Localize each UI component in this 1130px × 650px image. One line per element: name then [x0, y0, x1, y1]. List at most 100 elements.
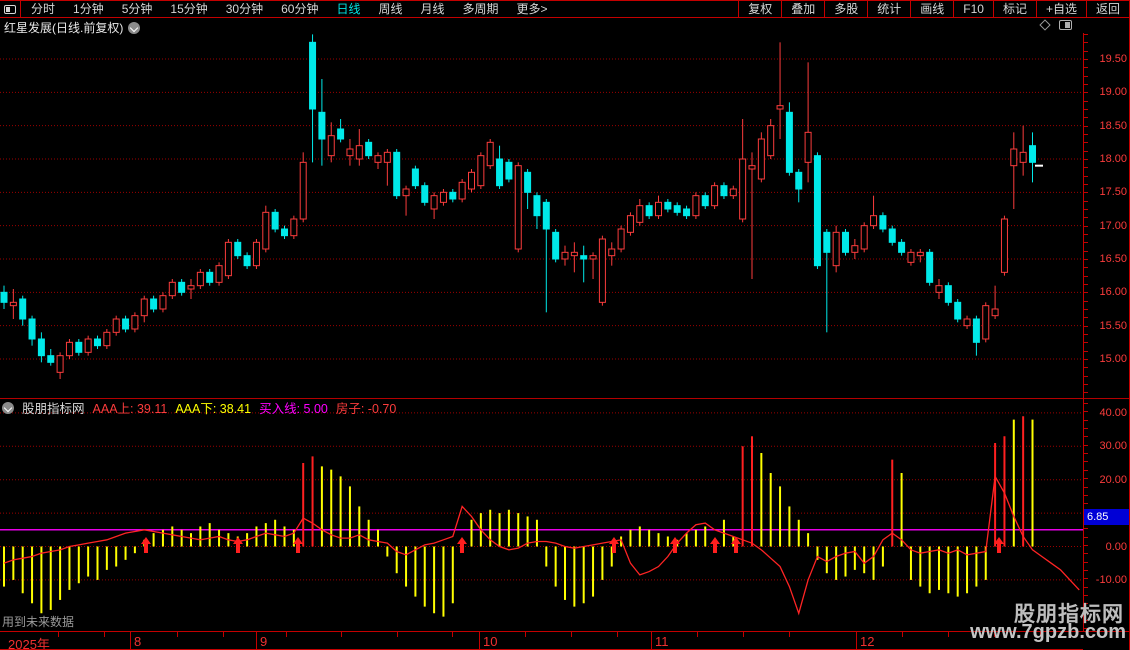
axis-tick: [1084, 50, 1088, 52]
axis-tick: [1084, 117, 1088, 119]
price-axis-label: 16.00: [1099, 286, 1127, 299]
indicator-axis-label: 0.00: [1105, 540, 1127, 553]
period-item-6[interactable]: 日线: [336, 2, 361, 16]
price-axis-label: 16.50: [1099, 253, 1127, 265]
period-item-4[interactable]: 30分钟: [225, 2, 264, 16]
tool-item-3[interactable]: 统计: [867, 1, 910, 17]
top-menu-bar: 分时 1分钟 5分钟 15分钟 30分钟 60分钟 日线 周线 月线 多周期 更多> 复权 叠加 多股统…: [0, 1, 1130, 18]
axis-tick: [1084, 392, 1088, 394]
period-item-8[interactable]: 月线: [420, 2, 445, 16]
price-axis-label: 19.00: [1099, 86, 1127, 99]
period-item-0[interactable]: 分时: [31, 2, 56, 16]
period-item-9[interactable]: 多周期: [462, 2, 499, 16]
axis-tick: [1084, 544, 1088, 546]
date-tick: [743, 632, 744, 637]
axis-tick: [1084, 611, 1088, 613]
indicator-axis-label: 40.00: [1099, 406, 1127, 419]
diamond-icon[interactable]: [1039, 19, 1051, 31]
axis-tick: [1084, 486, 1088, 488]
axis-tick: [1084, 444, 1088, 446]
axis-tick: [1084, 34, 1088, 35]
axis-tick: [1084, 367, 1088, 369]
indicator-param: AAA上: 39.11: [92, 402, 168, 416]
price-axis-label: 15.50: [1099, 319, 1127, 332]
tool-item-1[interactable]: 叠加: [781, 1, 824, 17]
date-tick: [1040, 632, 1041, 637]
axis-tick: [1084, 494, 1088, 496]
tool-item-8[interactable]: 返回: [1085, 1, 1129, 17]
axis-tick: [1084, 83, 1088, 85]
axis-tick: [1084, 142, 1088, 144]
tool-item-4[interactable]: 画线: [910, 1, 953, 17]
date-tick: [697, 632, 698, 637]
period-item-1[interactable]: 1分钟: [73, 2, 104, 16]
date-tick: [617, 632, 618, 637]
axis-tick: [1084, 183, 1088, 185]
chevron-circle-icon[interactable]: [2, 401, 14, 414]
date-tick: [994, 632, 995, 637]
period-item-2[interactable]: 5分钟: [121, 2, 153, 16]
axis-tick: [1084, 133, 1088, 135]
axis-tick: [1084, 350, 1088, 352]
axis-tick: [1084, 92, 1088, 94]
indicator-param: AAA下: 38.41: [175, 402, 252, 416]
price-axis-label: 17.50: [1099, 186, 1127, 199]
tool-item-5[interactable]: F10: [953, 1, 993, 17]
title-bar: 红星发展(日线.前复权): [0, 18, 1130, 35]
tool-item-2[interactable]: 多股: [824, 1, 867, 17]
indicator-name: 股朋指标网: [22, 402, 85, 416]
indicator-canvas[interactable]: [0, 399, 1083, 631]
period-item-10[interactable]: 更多>: [516, 2, 548, 16]
axis-tick: [1084, 478, 1088, 480]
axis-tick: [1084, 595, 1088, 597]
period-item-3[interactable]: 15分钟: [170, 2, 208, 16]
axis-tick: [1084, 536, 1088, 538]
axis-tick: [1084, 628, 1088, 630]
month-label: 9: [260, 634, 268, 649]
chevron-circle-icon[interactable]: [128, 22, 141, 34]
price-axis-label: 18.50: [1099, 119, 1127, 132]
tool-item-6[interactable]: 标记: [992, 1, 1036, 17]
axis-tick: [1084, 250, 1088, 252]
axis-tick: [1084, 403, 1088, 404]
date-tick: [571, 632, 572, 637]
axis-tick: [1084, 267, 1088, 269]
date-tick: [948, 632, 949, 637]
date-tick: [397, 632, 398, 637]
axis-tick: [1084, 603, 1088, 605]
date-tick: [58, 632, 59, 637]
month-label: 10: [483, 634, 498, 649]
tool-item-0[interactable]: 复权: [738, 1, 781, 17]
month-separator: [479, 632, 480, 650]
price-tag: 6.85: [1084, 509, 1130, 525]
period-item-7[interactable]: 周线: [378, 2, 403, 16]
axis-tick: [1084, 150, 1088, 152]
axis-tick: [1084, 578, 1088, 580]
date-tick: [104, 632, 105, 637]
axis-tick: [1084, 428, 1088, 430]
split-window-button[interactable]: [0, 1, 21, 17]
axis-tick: [1084, 300, 1088, 302]
axis-tick: [1084, 192, 1088, 194]
axis-tick: [1084, 411, 1088, 413]
tools-menu: 复权 叠加 多股 统计 画线 F10 标记 +自选 返回: [738, 1, 1129, 17]
axis-tick: [1084, 175, 1088, 177]
period-item-5[interactable]: 60分钟: [281, 2, 319, 16]
axis-tick: [1084, 503, 1088, 505]
axis-tick: [1084, 325, 1088, 327]
axis-tick: [1084, 67, 1088, 69]
axis-tick: [1084, 383, 1088, 385]
axis-tick: [1084, 42, 1088, 44]
pane-icon[interactable]: [1059, 20, 1072, 30]
date-tick: [341, 632, 342, 637]
tool-item-7[interactable]: +自选: [1035, 1, 1086, 17]
price-axis-label: 15.00: [1099, 353, 1127, 365]
axis-tick: [1084, 342, 1088, 344]
price-chart-canvas[interactable]: [0, 33, 1083, 398]
axis-tick: [1084, 292, 1088, 294]
indicator-axis-label: 20.00: [1099, 473, 1127, 486]
price-axis[interactable]: 19.50 19.00 18.50 18.00 17.50 17.00 16.50 16.00…: [1083, 33, 1130, 631]
axis-tick: [1084, 461, 1088, 463]
date-axis[interactable]: 2025年 8 9 10 11 12: [0, 631, 1130, 650]
